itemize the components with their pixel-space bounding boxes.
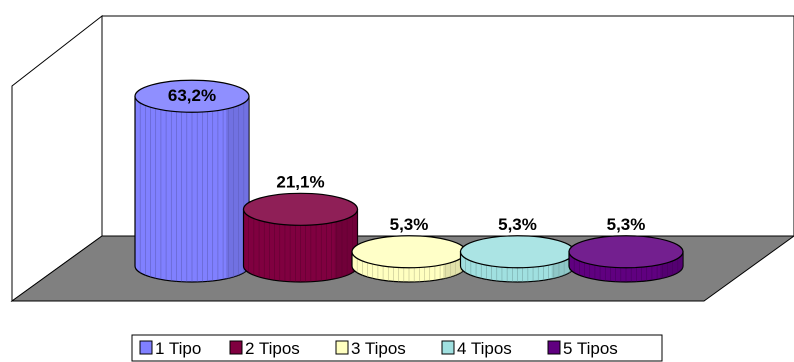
bar-2 (242, 192, 359, 283)
bar-top-1 (134, 79, 250, 113)
legend-item-3: 3 Tipos (335, 339, 406, 358)
legend-label-1: 1 Tipo (155, 339, 201, 358)
legend-item-1: 1 Tipo (139, 339, 201, 358)
data-label-1: 63,2% (168, 86, 216, 105)
bar-top-2 (242, 192, 359, 226)
legend: 1 Tipo 2 Tipos 3 Tipos 4 Tipos 5 Tipos (139, 339, 618, 358)
bar-1 (134, 79, 250, 283)
data-label-2: 21,1% (276, 172, 324, 191)
back-wall (101, 15, 794, 237)
data-label-5: 5,3% (607, 215, 646, 234)
bar-top-3 (351, 235, 467, 269)
legend-item-2: 2 Tipos (229, 339, 300, 358)
legend-label-2: 2 Tipos (245, 339, 300, 358)
legend-swatch-1 (139, 340, 153, 355)
bar-3 (351, 235, 467, 283)
legend-label-5: 5 Tipos (563, 339, 618, 358)
legend-swatch-3 (335, 340, 349, 355)
data-labels: 63,2% 21,1% 5,3% 5,3% 5,3% (168, 86, 645, 234)
bar-top-5 (568, 235, 684, 269)
legend-swatch-4 (441, 340, 455, 355)
legend-label-4: 4 Tipos (457, 339, 512, 358)
legend-swatch-5 (547, 340, 561, 355)
data-label-3: 5,3% (390, 215, 429, 234)
bar-top-4 (459, 235, 576, 269)
data-label-4: 5,3% (498, 215, 537, 234)
legend-label-3: 3 Tipos (351, 339, 406, 358)
bar-5 (568, 235, 684, 283)
bar-4 (459, 235, 576, 283)
legend-box (131, 334, 663, 362)
bars (134, 79, 684, 283)
legend-item-5: 5 Tipos (547, 339, 618, 358)
legend-item-4: 4 Tipos (441, 339, 512, 358)
legend-swatch-2 (229, 340, 243, 355)
